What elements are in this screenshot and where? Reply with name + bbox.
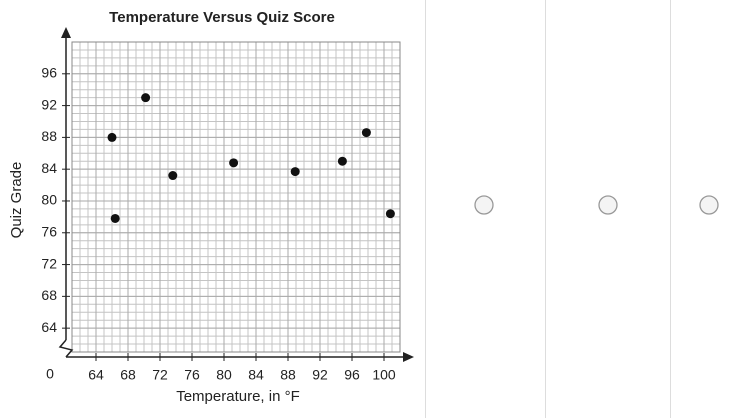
y-axis-label: Quiz Grade (8, 162, 25, 239)
y-tick-label: 64 (41, 319, 57, 335)
y-tick-label: 96 (41, 64, 57, 80)
point (290, 167, 300, 177)
y-tick-label: 80 (41, 192, 57, 208)
point (385, 209, 395, 219)
y-tick-label: 68 (41, 287, 57, 303)
x-tick-label: 72 (152, 367, 168, 383)
x-tick-label: 84 (248, 367, 264, 383)
point (110, 213, 120, 223)
chart: Temperature Versus Quiz Score Temperatur… (8, 9, 414, 405)
x-tick-label: 64 (88, 367, 104, 383)
point (337, 156, 347, 166)
x-tick-label: 100 (372, 367, 396, 383)
point (168, 171, 178, 181)
x-tick-label: 88 (280, 367, 296, 383)
x-axis-arrow (403, 352, 414, 362)
axis-break (58, 339, 74, 358)
x-axis-label: Temperature, in °F (176, 388, 300, 405)
x-tick-label: 92 (312, 367, 328, 383)
x-tick-label: 80 (216, 367, 232, 383)
x-tick-label: 68 (120, 367, 136, 383)
radio-button[interactable] (474, 195, 494, 215)
x-tick-label: 76 (184, 367, 200, 383)
y-tick-label: 92 (41, 96, 57, 112)
origin-label: 0 (46, 366, 54, 382)
radio-button[interactable] (598, 195, 618, 215)
point (107, 132, 117, 142)
point (361, 128, 371, 138)
chart-title: Temperature Versus Quiz Score (109, 9, 335, 26)
x-tick-label: 96 (344, 367, 360, 383)
point (229, 158, 239, 168)
y-tick-label: 72 (41, 255, 57, 271)
radio-button[interactable] (699, 195, 719, 215)
plot-frame (71, 41, 401, 353)
y-tick-label: 88 (41, 128, 57, 144)
y-tick-label: 84 (41, 160, 57, 176)
y-tick-label: 76 (41, 223, 57, 239)
y-axis-arrow (61, 27, 71, 38)
point (141, 93, 151, 103)
